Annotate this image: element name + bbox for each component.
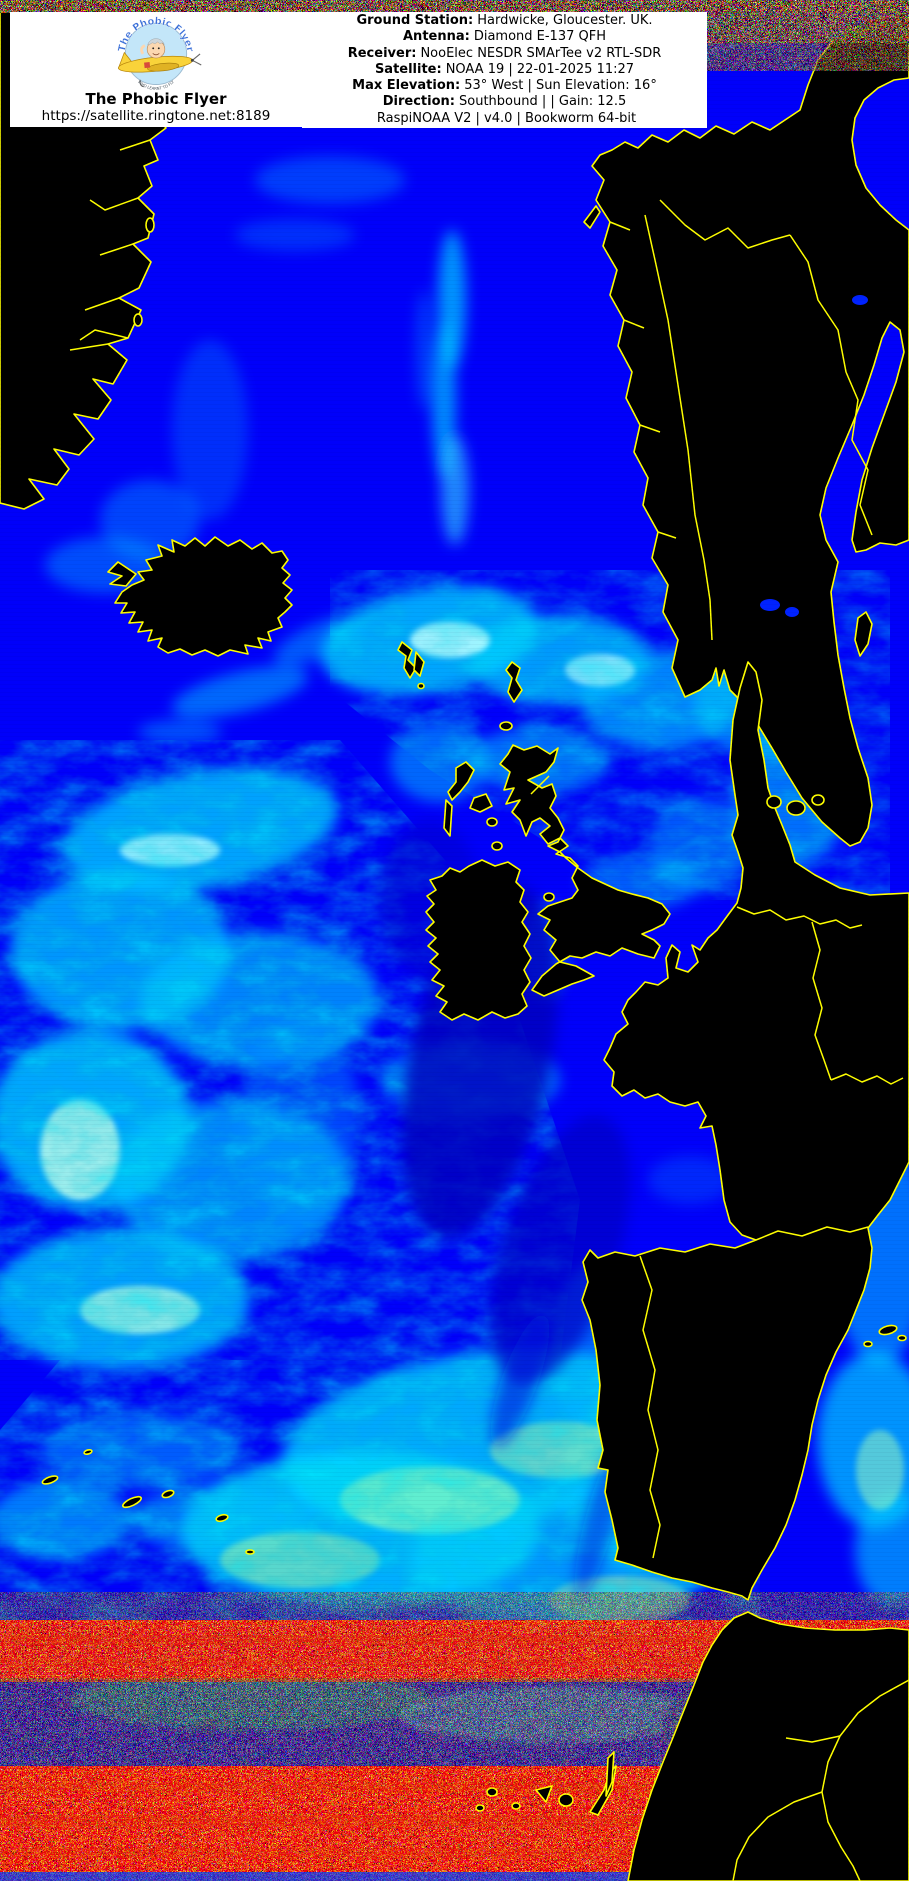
- greenland-fjord: [89, 197, 139, 211]
- capture-metadata-panel: Ground Station: Hardwicke, Gloucester. UK…: [302, 12, 707, 128]
- logo-panel: The Phobic Flyer WHO LEARNT TO FLY The P…: [10, 12, 302, 127]
- border-pyrenees: [755, 1226, 869, 1241]
- faroe-islands: [397, 641, 417, 679]
- cartoon-plane-icon: [117, 51, 202, 88]
- norway-fjord: [639, 424, 661, 433]
- isle-of-man: [543, 892, 555, 902]
- station-url: https://satellite.ringtone.net:8189: [41, 108, 271, 124]
- border-benelux-germany: [736, 906, 863, 929]
- greenland-offshore-island: [145, 217, 155, 233]
- metadata-line-satellite: Satellite: NOAA 19 | 22-01-2025 11:27: [374, 61, 635, 77]
- norway-fjord: [609, 221, 631, 231]
- canary-islands: [475, 1751, 617, 1816]
- isle-of-mull: [486, 817, 498, 827]
- isle-of-skye: [469, 793, 493, 813]
- faroe-islands: [413, 651, 425, 677]
- uist-islands: [443, 799, 453, 837]
- continental-europe-landmass: [581, 661, 909, 1601]
- faroe-islands: [417, 682, 425, 690]
- border-morocco-interior: [785, 1735, 841, 1743]
- lakes: [760, 295, 868, 617]
- border-morocco-algeria: [821, 1679, 909, 1881]
- shetland-islands: [505, 661, 523, 703]
- azores-islands: [41, 1449, 255, 1555]
- norway-fjord: [657, 531, 677, 539]
- station-title: The Phobic Flyer: [85, 90, 227, 108]
- ireland-landmass: [425, 859, 532, 1021]
- balearic-islands: [863, 1324, 907, 1348]
- danish-island: [811, 794, 825, 806]
- border-spain-portugal: [639, 1255, 661, 1559]
- iceland-landmass: [114, 536, 293, 657]
- border-alps-italy: [830, 1073, 904, 1085]
- metadata-line-software: RaspiNOAA V2 | v4.0 | Bookworm 64-bit: [376, 110, 637, 126]
- border-lines: [69, 139, 909, 1881]
- great-britain-landmass: [499, 744, 671, 997]
- pilot-face-icon: [140, 38, 166, 59]
- greenland-fjord: [99, 243, 134, 256]
- orkney-islands: [499, 721, 513, 731]
- border-rhine-alps: [811, 921, 832, 1081]
- metadata-line-direction: Direction: Southbound | | Gain: 12.5: [382, 94, 627, 110]
- metadata-line-receiver: Receiver: NooElec NESDR SMArTee v2 RTL-SD…: [347, 45, 662, 61]
- iceland-westfjords: [107, 561, 137, 587]
- gotland-island: [854, 611, 873, 657]
- greenland-fjord: [119, 139, 151, 151]
- logo-graphic-wrap: The Phobic Flyer WHO LEARNT TO FLY: [10, 13, 302, 91]
- metadata-line-antenna: Antenna: Diamond E-137 QFH: [403, 29, 606, 45]
- lofoten-islands: [583, 205, 601, 229]
- phobic-flyer-logo: The Phobic Flyer WHO LEARNT TO FLY: [116, 16, 202, 91]
- border-western-sahara: [732, 1791, 823, 1881]
- danish-island: [786, 800, 806, 816]
- cloud-layer-faint: [45, 156, 732, 1204]
- metadata-line-ground-station: Ground Station: Hardwicke, Gloucester. UK…: [356, 13, 653, 28]
- islay-island: [491, 841, 503, 851]
- north-africa-landmass: [627, 1611, 909, 1881]
- metadata-line-max-elevation: Max Elevation: 53° West | Sun Elevation: …: [352, 78, 657, 94]
- great-glen-line: [530, 775, 550, 795]
- outer-hebrides: [447, 761, 475, 801]
- danish-island: [766, 795, 782, 809]
